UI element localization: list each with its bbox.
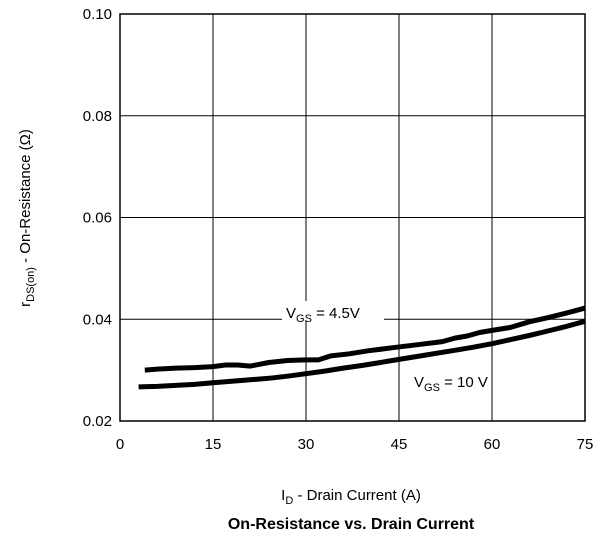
series-label-main: V	[286, 305, 296, 322]
series-layer	[138, 305, 586, 390]
y-axis-label-rest: - On-Resistance (Ω)	[17, 129, 34, 267]
series-label-text: VGS = 4.5V	[286, 305, 360, 325]
y-tick-label: 0.10	[83, 6, 112, 23]
x-axis-label: ID - Drain Current (A)	[281, 487, 421, 507]
series-label-vgs-4-5v: VGS = 4.5V	[282, 301, 384, 325]
y-axis-label-sub: DS(on)	[25, 267, 37, 302]
series-label-sub: GS	[424, 382, 440, 394]
series-line-vgs-10v	[138, 318, 586, 390]
y-tick-labels: 0.02 0.04 0.06 0.08 0.10	[83, 6, 112, 430]
x-tick-label: 75	[577, 436, 594, 453]
y-axis-label-main: r	[17, 302, 34, 307]
chart-title: On-Resistance vs. Drain Current	[228, 516, 475, 533]
series-label-text: VGS = 10 V	[414, 374, 488, 394]
grid-lines	[120, 14, 585, 421]
series-label-vgs-10v: VGS = 10 V	[414, 374, 488, 394]
x-tick-labels: 0 15 30 45 60 75	[116, 436, 594, 453]
series-label-background	[282, 301, 384, 321]
y-tick-label: 0.02	[83, 413, 112, 430]
x-tick-label: 15	[205, 436, 222, 453]
x-tick-label: 30	[298, 436, 315, 453]
y-tick-label: 0.08	[83, 108, 112, 125]
x-tick-label: 45	[391, 436, 408, 453]
series-label-main: V	[414, 374, 424, 391]
y-axis-label: rDS(on) - On-Resistance (Ω)	[17, 129, 37, 307]
y-tick-label: 0.04	[83, 311, 112, 328]
x-tick-label: 60	[484, 436, 501, 453]
x-axis-label-main: I	[281, 487, 285, 504]
x-axis-label-rest: - Drain Current (A)	[293, 487, 421, 504]
series-label-rest: = 4.5V	[312, 305, 360, 322]
x-axis-label-sub: D	[285, 495, 293, 507]
x-tick-label: 0	[116, 436, 124, 453]
series-label-sub: GS	[296, 313, 312, 325]
y-tick-label: 0.06	[83, 210, 112, 227]
series-label-rest: = 10 V	[440, 374, 488, 391]
series-line-vgs-4-5v	[144, 305, 586, 373]
